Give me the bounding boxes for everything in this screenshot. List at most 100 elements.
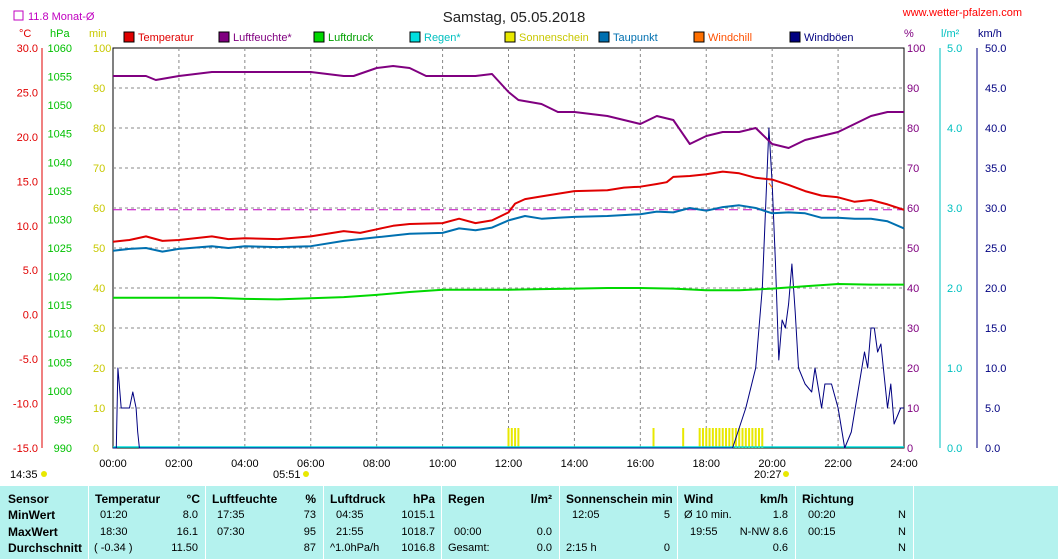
- sunshine-bar: [715, 428, 718, 448]
- rain-total-label: Gesamt:: [448, 542, 490, 554]
- column-separator: [913, 486, 914, 559]
- sunset-time: 20:27: [754, 469, 782, 481]
- website-link[interactable]: www.wetter-pfalzen.com: [902, 7, 1022, 19]
- dir-max-value: N: [898, 526, 906, 538]
- y-tick-label-pressure: 1010: [48, 329, 72, 341]
- unit-temperature: °C: [19, 28, 31, 40]
- header-humidity: Luftfeuchte: [212, 492, 278, 506]
- y-tick-label-sun: 0: [93, 443, 99, 455]
- unit-wind: km/h: [978, 28, 1002, 40]
- legend-label: Sonnenschein: [519, 32, 589, 44]
- series-line-taupunkt: [112, 204, 905, 253]
- y-tick-label-temperature: -10.0: [13, 399, 38, 411]
- y-tick-label-pressure: 1030: [48, 214, 72, 226]
- chart-series: [112, 65, 905, 449]
- y-tick-label-pressure: 995: [54, 414, 72, 426]
- sunshine-bar: [721, 428, 724, 448]
- sun-first-time: 12:05: [572, 509, 600, 521]
- legend-label: Windböen: [804, 32, 854, 44]
- temp-min-value: 8.0: [182, 509, 198, 521]
- temp-max-time: 18:30: [100, 526, 128, 538]
- y-tick-label-sun: 100: [93, 43, 111, 55]
- x-tick-label: 00:00: [99, 458, 127, 470]
- y-tick-label-humidity: 50: [907, 243, 919, 255]
- y-tick-label-humidity: 0: [907, 443, 913, 455]
- wind-max-value: N-NW 8.6: [739, 526, 788, 538]
- y-tick-label-rain: 3.0: [947, 203, 962, 215]
- y-tick-label-humidity: 20: [907, 363, 919, 375]
- y-tick-label-wind: 5.0: [985, 403, 1000, 415]
- y-tick-label-humidity: 10: [907, 403, 919, 415]
- y-tick-label-pressure: 990: [54, 443, 72, 455]
- column-separator: [88, 486, 89, 559]
- x-tick-label: 16:00: [627, 458, 655, 470]
- current-time: 14:35: [10, 469, 38, 481]
- wind-avg-label: Ø 10 min.: [684, 509, 732, 521]
- sunshine-bar: [741, 428, 744, 448]
- y-tick-label-humidity: 70: [907, 163, 919, 175]
- header-pressure: Luftdruck: [330, 492, 386, 506]
- x-tick-label: 06:00: [297, 458, 325, 470]
- press-trend: ^1.0hPa/h: [330, 542, 380, 554]
- x-tick-label: 18:00: [692, 458, 720, 470]
- chart-grid: [113, 48, 904, 448]
- y-tick-label-wind: 35.0: [985, 163, 1006, 175]
- y-tick-label-rain: 5.0: [947, 43, 962, 55]
- y-tick-label-temperature: 0.0: [23, 310, 38, 322]
- y-tick-label-sun: 80: [93, 123, 105, 135]
- y-tick-label-temperature: 5.0: [23, 265, 38, 277]
- sunshine-bar: [507, 428, 510, 448]
- y-tick-label-wind: 30.0: [985, 203, 1006, 215]
- statistics-table: Sensor MinWert MaxWert Durchschnitt Temp…: [0, 486, 1058, 559]
- header-temperature-unit: °C: [186, 492, 200, 506]
- hum-max-time: 07:30: [217, 526, 245, 538]
- sunshine-bar: [517, 428, 520, 448]
- sunshine-bar: [738, 428, 741, 448]
- sunshine-bar: [718, 428, 721, 448]
- legend-label: Luftfeuchte*: [233, 32, 292, 44]
- y-tick-label-humidity: 30: [907, 323, 919, 335]
- y-tick-label-wind: 10.0: [985, 363, 1006, 375]
- y-tick-label-pressure: 1050: [48, 100, 72, 112]
- y-tick-label-sun: 30: [93, 323, 105, 335]
- y-tick-label-sun: 10: [93, 403, 105, 415]
- y-tick-label-sun: 60: [93, 203, 105, 215]
- hum-min-time: 17:35: [217, 509, 245, 521]
- header-wind-unit: km/h: [759, 492, 788, 506]
- y-tick-label-humidity: 100: [907, 43, 925, 55]
- rain-max-value: 0.0: [536, 526, 552, 538]
- y-tick-label-temperature: 20.0: [17, 132, 38, 144]
- sunshine-bar: [731, 428, 734, 448]
- legend-swatch: [123, 31, 135, 43]
- x-tick-label: 02:00: [165, 458, 193, 470]
- sunshine-bar: [728, 428, 731, 448]
- sunset-marker: 20:27: [754, 469, 789, 481]
- header-rain: Regen: [448, 492, 485, 506]
- header-temperature: Temperatur: [95, 492, 161, 506]
- sunshine-bar: [725, 428, 728, 448]
- column-separator: [795, 486, 796, 559]
- y-tick-label-rain: 1.0: [947, 363, 962, 375]
- sun-first-value: 5: [663, 509, 670, 521]
- sunshine-bar: [748, 428, 751, 448]
- x-tick-label: 08:00: [363, 458, 391, 470]
- y-tick-label-pressure: 1025: [48, 243, 72, 255]
- x-tick-label: 10:00: [429, 458, 457, 470]
- hum-max-value: 95: [303, 526, 316, 538]
- y-tick-label-wind: 0.0: [985, 443, 1000, 455]
- dir-max-time: 00:15: [808, 526, 836, 538]
- sun-total-hours: 2:15 h: [566, 542, 597, 554]
- y-tick-label-sun: 70: [93, 163, 105, 175]
- wind-avg-value: 1.8: [772, 509, 788, 521]
- y-tick-label-pressure: 1015: [48, 300, 72, 312]
- y-tick-label-humidity: 40: [907, 283, 919, 295]
- sunshine-bar: [682, 428, 685, 448]
- sunshine-bar: [705, 428, 708, 448]
- press-avg-value: 1016.8: [401, 542, 435, 554]
- legend-label: Taupunkt: [613, 32, 658, 44]
- temp-avg-value: 11.50: [171, 542, 198, 554]
- hum-min-value: 73: [303, 509, 316, 521]
- y-tick-label-wind: 15.0: [985, 323, 1006, 335]
- y-tick-label-temperature: 10.0: [17, 221, 38, 233]
- month-average-label: 11.8 Monat-Ø: [13, 10, 95, 23]
